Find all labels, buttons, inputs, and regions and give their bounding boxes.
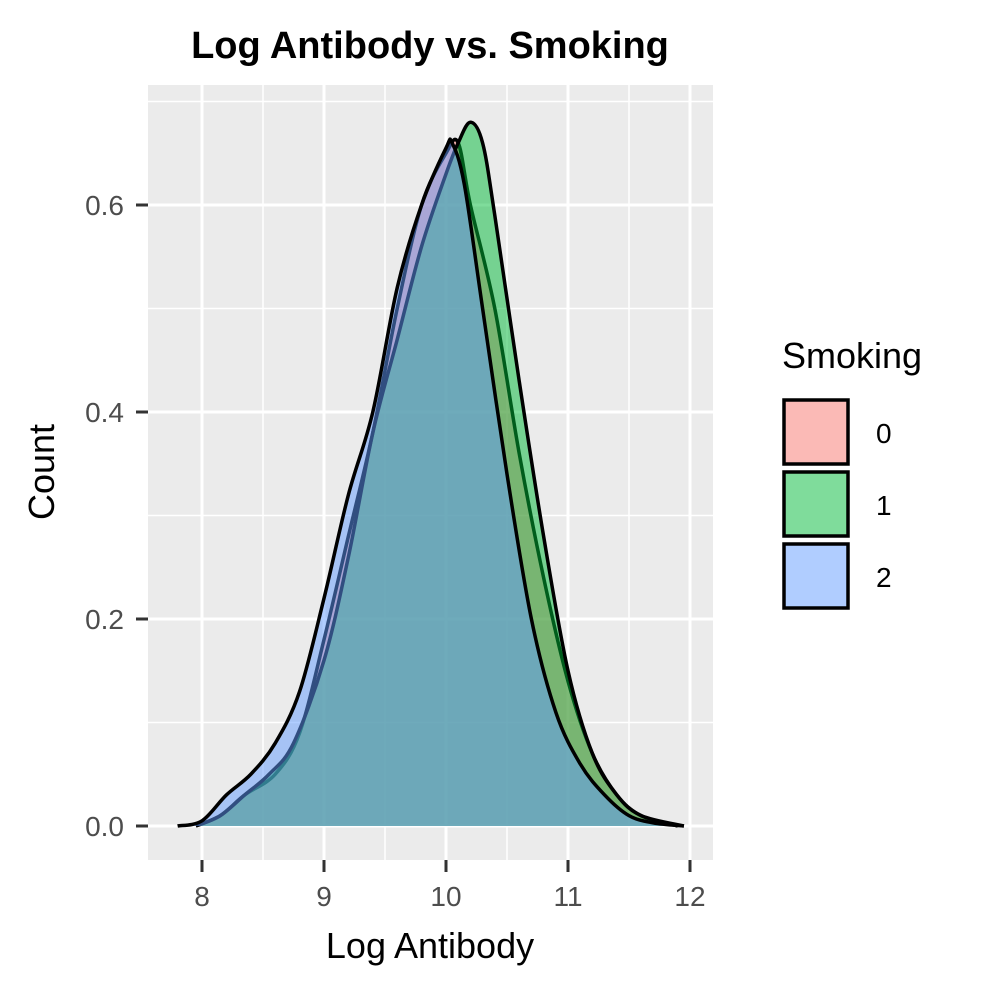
legend: Smoking 0 1 2 [782, 335, 922, 610]
legend-swatch-0 [782, 398, 850, 466]
legend-label-0: 0 [876, 418, 892, 449]
x-tick-label: 11 [553, 881, 582, 912]
legend-label-1: 1 [876, 490, 892, 521]
legend-label-2: 2 [876, 562, 892, 593]
y-tick-label: 0.2 [85, 604, 124, 635]
y-axis: 0.0 0.2 0.4 0.6 [85, 190, 148, 842]
legend-title: Smoking [782, 335, 922, 376]
x-tick-label: 9 [316, 881, 332, 912]
x-tick-label: 12 [674, 881, 705, 912]
x-axis-title: Log Antibody [326, 925, 534, 966]
y-tick-label: 0.4 [85, 397, 124, 428]
y-tick-label: 0.6 [85, 190, 124, 221]
x-axis: 8 9 10 11 12 [194, 860, 706, 912]
plot-panel [148, 85, 713, 860]
density-areas [177, 120, 685, 828]
x-tick-label: 8 [194, 881, 210, 912]
x-tick-label: 10 [430, 881, 461, 912]
density-series-2 [177, 137, 685, 828]
y-tick-label: 0.0 [85, 811, 124, 842]
legend-swatch-1 [782, 470, 850, 538]
chart-title: Log Antibody vs. Smoking [191, 25, 669, 67]
y-axis-title: Count [21, 424, 62, 520]
legend-swatch-2 [782, 542, 850, 610]
